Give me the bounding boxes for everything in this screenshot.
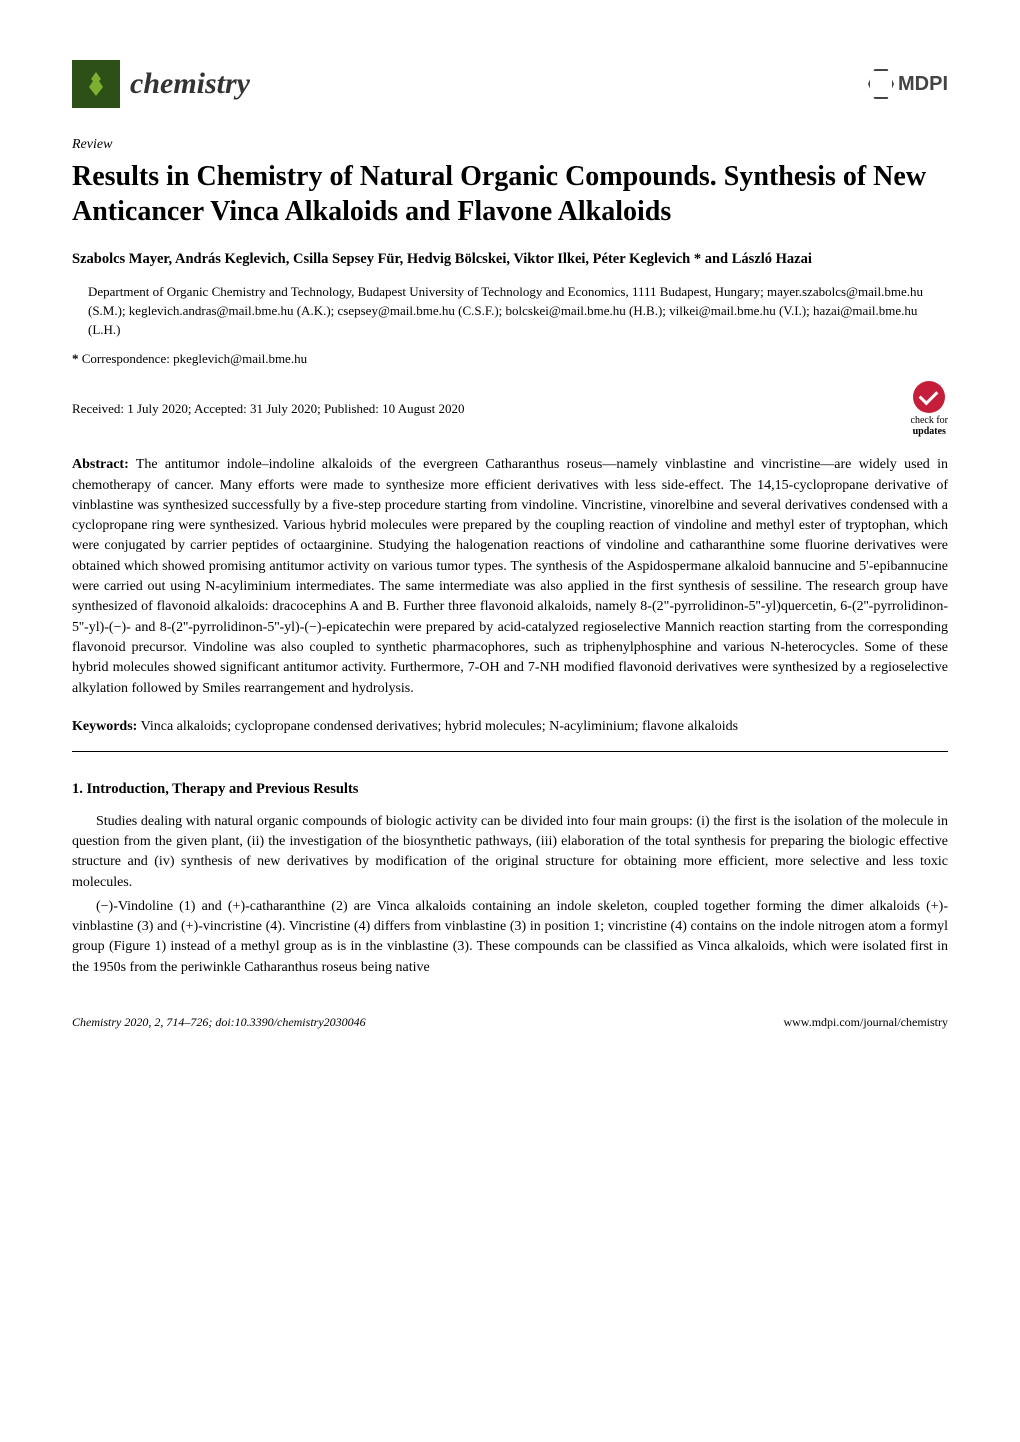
page-footer: Chemistry 2020, 2, 714–726; doi:10.3390/…	[72, 1014, 948, 1030]
footer-citation: Chemistry 2020, 2, 714–726; doi:10.3390/…	[72, 1014, 366, 1030]
mdpi-hex-icon	[868, 69, 894, 99]
article-type: Review	[72, 136, 948, 155]
abstract-block: Abstract: The antitumor indole–indoline …	[72, 455, 948, 699]
body-paragraph-1: Studies dealing with natural organic com…	[72, 812, 948, 893]
publisher-name: MDPI	[898, 71, 948, 98]
keywords-block: Keywords: Vinca alkaloids; cyclopropane …	[72, 717, 948, 737]
publisher-logo: MDPI	[868, 69, 948, 99]
keywords-label: Keywords:	[72, 719, 137, 734]
section-divider	[72, 751, 948, 752]
check-updates-badge[interactable]: check for updates	[911, 381, 948, 437]
footer-url: www.mdpi.com/journal/chemistry	[783, 1014, 948, 1030]
correspondence-line: * Correspondence: pkeglevich@mail.bme.hu	[72, 350, 948, 368]
body-paragraph-2: (−)-Vindoline (1) and (+)-catharanthine …	[72, 897, 948, 978]
journal-logo-icon	[72, 60, 120, 108]
correspondence-text: Correspondence: pkeglevich@mail.bme.hu	[82, 351, 307, 366]
check-updates-icon	[913, 381, 945, 413]
keywords-text: Vinca alkaloids; cyclopropane condensed …	[141, 719, 738, 734]
journal-logo: chemistry	[72, 60, 250, 108]
dates-row: Received: 1 July 2020; Accepted: 31 July…	[72, 381, 948, 437]
correspondence-marker: *	[72, 351, 79, 366]
affiliation-block: Department of Organic Chemistry and Tech…	[72, 283, 948, 340]
check-updates-line1: check for	[911, 415, 948, 426]
authors-list: Szabolcs Mayer, András Keglevich, Csilla…	[72, 249, 948, 269]
abstract-label: Abstract:	[72, 457, 129, 472]
journal-name: chemistry	[130, 64, 250, 105]
section-1-heading: 1. Introduction, Therapy and Previous Re…	[72, 780, 948, 800]
check-updates-line2: updates	[913, 426, 946, 437]
publication-dates: Received: 1 July 2020; Accepted: 31 July…	[72, 400, 465, 418]
article-title: Results in Chemistry of Natural Organic …	[72, 159, 948, 229]
page-header: chemistry MDPI	[72, 60, 948, 108]
abstract-text: The antitumor indole–indoline alkaloids …	[72, 457, 948, 695]
